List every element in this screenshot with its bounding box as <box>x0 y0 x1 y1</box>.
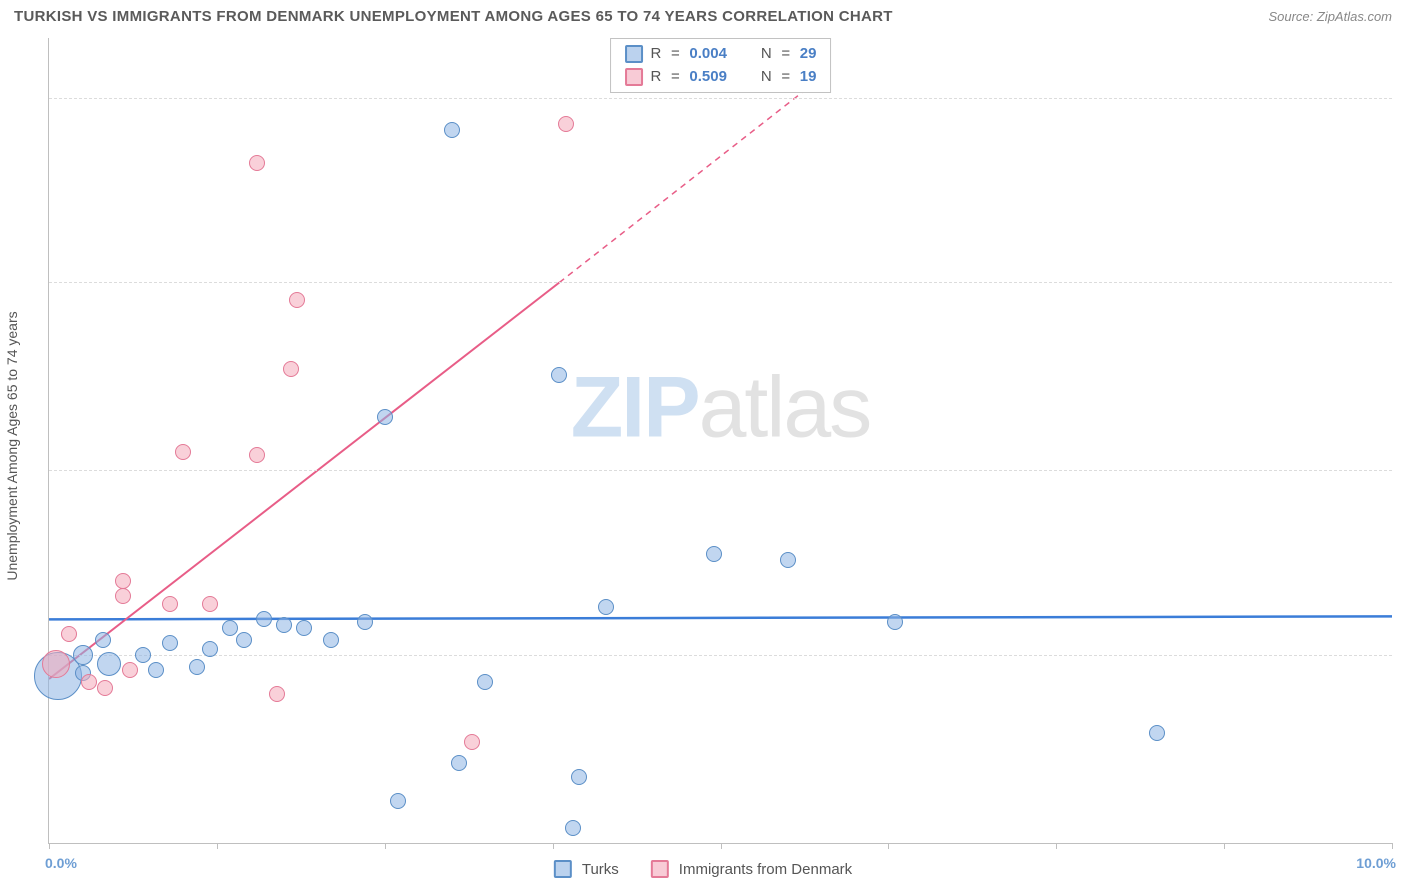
data-point-turks <box>222 620 238 636</box>
y-tick-label: 25.0% <box>1398 90 1406 106</box>
x-tick <box>1224 843 1225 849</box>
data-point-denmark <box>202 596 218 612</box>
legend-row-turks: R = 0.004 N = 29 <box>625 43 817 66</box>
chart-header: TURKISH VS IMMIGRANTS FROM DENMARK UNEMP… <box>0 0 1406 29</box>
y-tick-label: 6.3% <box>1398 647 1406 663</box>
data-point-turks <box>598 599 614 615</box>
y-tick-label: 12.5% <box>1398 462 1406 478</box>
data-point-turks <box>202 641 218 657</box>
data-point-turks <box>451 755 467 771</box>
gridline <box>49 655 1392 656</box>
data-point-denmark <box>249 155 265 171</box>
gridline <box>49 470 1392 471</box>
data-point-turks <box>189 659 205 675</box>
data-point-turks <box>444 122 460 138</box>
data-point-denmark <box>115 588 131 604</box>
data-point-denmark <box>175 444 191 460</box>
data-point-turks <box>571 769 587 785</box>
data-point-turks <box>477 674 493 690</box>
data-point-turks <box>236 632 252 648</box>
data-point-denmark <box>97 680 113 696</box>
legend-series: Turks Immigrants from Denmark <box>554 860 852 878</box>
plot-area: ZIPatlas R = 0.004 N = 29 R = 0.509 N <box>48 38 1392 844</box>
x-tick <box>1392 843 1393 849</box>
data-point-denmark <box>249 447 265 463</box>
chart-source: Source: ZipAtlas.com <box>1268 9 1392 24</box>
data-point-turks <box>551 367 567 383</box>
y-axis-label: Unemployment Among Ages 65 to 74 years <box>4 311 20 580</box>
legend-row-denmark: R = 0.509 N = 19 <box>625 66 817 89</box>
data-point-turks <box>73 645 93 665</box>
legend-label-denmark: Immigrants from Denmark <box>679 861 852 878</box>
data-point-turks <box>706 546 722 562</box>
swatch-pink-icon <box>625 68 643 86</box>
x-tick <box>888 843 889 849</box>
x-tick <box>721 843 722 849</box>
data-point-denmark <box>289 292 305 308</box>
data-point-turks <box>357 614 373 630</box>
data-point-denmark <box>269 686 285 702</box>
data-point-turks <box>887 614 903 630</box>
x-tick <box>217 843 218 849</box>
swatch-blue-icon <box>554 860 572 878</box>
data-point-turks <box>135 647 151 663</box>
data-point-denmark <box>122 662 138 678</box>
chart-area: ZIPatlas R = 0.004 N = 29 R = 0.509 N <box>48 38 1392 844</box>
legend-label-turks: Turks <box>582 861 619 878</box>
data-point-turks <box>276 617 292 633</box>
data-point-turks <box>97 652 121 676</box>
data-point-denmark <box>61 626 77 642</box>
data-point-denmark <box>283 361 299 377</box>
data-point-turks <box>95 632 111 648</box>
data-point-turks <box>256 611 272 627</box>
data-point-denmark <box>115 573 131 589</box>
data-point-turks <box>780 552 796 568</box>
data-point-denmark <box>464 734 480 750</box>
data-point-turks <box>296 620 312 636</box>
y-tick-label: 18.8% <box>1398 274 1406 290</box>
x-tick <box>49 843 50 849</box>
x-tick <box>1056 843 1057 849</box>
data-point-turks <box>390 793 406 809</box>
data-point-denmark <box>558 116 574 132</box>
x-axis-min-label: 0.0% <box>45 855 77 871</box>
data-point-denmark <box>162 596 178 612</box>
data-point-denmark <box>81 674 97 690</box>
data-point-denmark <box>42 650 70 678</box>
watermark: ZIPatlas <box>571 359 870 458</box>
x-tick <box>553 843 554 849</box>
swatch-blue-icon <box>625 45 643 63</box>
data-point-turks <box>323 632 339 648</box>
data-point-turks <box>1149 725 1165 741</box>
x-axis-max-label: 10.0% <box>1356 855 1396 871</box>
x-tick <box>385 843 386 849</box>
gridline <box>49 98 1392 99</box>
data-point-turks <box>148 662 164 678</box>
chart-title: TURKISH VS IMMIGRANTS FROM DENMARK UNEMP… <box>14 8 893 25</box>
legend-correlation: R = 0.004 N = 29 R = 0.509 N = 19 <box>610 38 832 93</box>
data-point-turks <box>162 635 178 651</box>
gridline <box>49 282 1392 283</box>
swatch-pink-icon <box>651 860 669 878</box>
data-point-turks <box>377 409 393 425</box>
data-point-turks <box>565 820 581 836</box>
